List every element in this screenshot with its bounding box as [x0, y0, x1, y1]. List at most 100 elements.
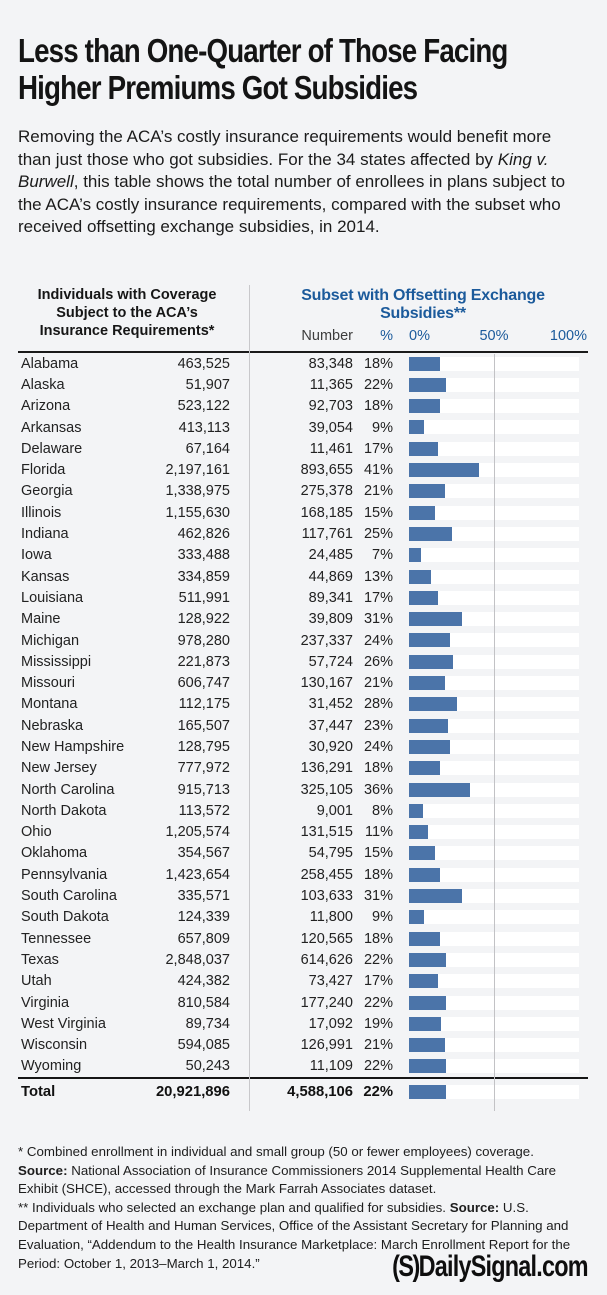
percent-bar [409, 377, 447, 392]
coverage-value: 1,155,630 [165, 504, 230, 521]
subsidy-number: 44,869 [308, 568, 353, 585]
subsidy-number: 126,991 [300, 1037, 353, 1054]
table-row: Utah 424,382 73,427 17% [18, 971, 588, 992]
subsidy-number: 39,054 [308, 419, 353, 436]
subsidy-percent: 21% [363, 675, 393, 692]
state-name: Florida [21, 462, 66, 479]
percent-bar [409, 1059, 447, 1074]
coverage-header-line2: Subject to the ACA’s [56, 305, 198, 321]
table-row: Georgia 1,338,975 275,378 21% [18, 481, 588, 502]
footnote-2-text: ** Individuals who selected an exchange … [18, 1199, 450, 1215]
state-name: Michigan [21, 632, 80, 649]
subsidy-number: 11,800 [309, 909, 353, 926]
subsidy-number: 131,515 [300, 824, 353, 841]
percent-bar [409, 612, 462, 627]
coverage-column-header: Individuals with Coverage Subject to the… [24, 286, 230, 340]
coverage-value: 2,197,161 [165, 462, 230, 479]
table-row: Nebraska 165,507 37,447 23% [18, 715, 588, 736]
state-name: New Hampshire [21, 738, 125, 755]
coverage-value: 335,571 [177, 888, 230, 905]
percent-bar [409, 569, 432, 584]
subsidies-column-header: Subset with Offsetting Exchange Subsidie… [301, 287, 545, 322]
state-name: Texas [21, 951, 59, 968]
state-name: Wyoming [21, 1058, 82, 1075]
total-subsidy-number: 4,588,106 [287, 1083, 353, 1100]
coverage-value: 334,859 [177, 568, 230, 585]
subsidy-percent: 15% [363, 845, 393, 862]
percent-bar [409, 803, 423, 818]
subsidy-percent: 11% [365, 824, 393, 841]
percent-bar [409, 739, 450, 754]
subsidy-number: 11,461 [309, 440, 353, 457]
percent-bar [409, 420, 425, 435]
percent-bar [409, 697, 457, 712]
subsidy-percent: 22% [363, 951, 393, 968]
total-percent-bar [409, 1085, 447, 1100]
footnotes: * Combined enrollment in individual and … [18, 1143, 586, 1273]
coverage-value: 413,113 [178, 419, 230, 436]
subsidy-percent: 7% [372, 547, 393, 564]
percent-bar [409, 995, 447, 1010]
percent-bar [409, 910, 425, 925]
table-row: New Jersey 777,972 136,291 18% [18, 758, 588, 779]
coverage-value: 2,848,037 [165, 951, 230, 968]
subsidy-number: 37,447 [308, 717, 353, 734]
subsidy-number: 325,105 [300, 781, 353, 798]
subsidy-percent: 24% [363, 738, 393, 755]
bar-axis-scale: 0% 50% 100% [409, 327, 587, 344]
subsidy-percent: 9% [372, 419, 393, 436]
subsidy-number: 117,761 [301, 526, 353, 543]
footnote-2-source-label: Source: [449, 1199, 500, 1215]
percent-bar [409, 761, 440, 776]
table-row: Wyoming 50,243 11,109 22% [18, 1056, 588, 1077]
column-divider-line [249, 285, 250, 1112]
fifty-percent-gridline [494, 354, 495, 1112]
percent-bar [409, 505, 435, 520]
percent-bar [409, 867, 440, 882]
state-name: Louisiana [21, 589, 84, 606]
subsidy-percent: 17% [363, 973, 393, 990]
percent-bar [409, 633, 450, 648]
subsidy-number: 9,001 [316, 802, 353, 819]
subsidy-number: 177,240 [300, 994, 353, 1011]
table-row: West Virginia 89,734 17,092 19% [18, 1013, 588, 1034]
footnote-1-source-text: National Association of Insurance Commis… [18, 1162, 557, 1197]
percent-bar [409, 846, 435, 861]
percent-bar [409, 782, 471, 797]
state-name: Arizona [21, 398, 71, 415]
subsidy-percent: 21% [363, 483, 393, 500]
percent-bar [409, 463, 479, 478]
subsidy-number: 92,703 [308, 398, 353, 415]
table-row: North Carolina 915,713 325,105 36% [18, 779, 588, 800]
table-row: New Hampshire 128,795 30,920 24% [18, 736, 588, 757]
subsidy-number: 89,341 [308, 589, 353, 606]
coverage-value: 128,795 [177, 738, 230, 755]
subsidy-percent: 26% [363, 653, 393, 670]
percent-bar [409, 931, 440, 946]
table-row: Alabama 463,525 83,348 18% [18, 353, 588, 374]
state-name: Mississippi [21, 653, 92, 670]
state-name: Wisconsin [21, 1037, 88, 1054]
subsidy-percent: 9% [372, 909, 393, 926]
subsidy-number: 103,633 [300, 888, 353, 905]
coverage-value: 51,907 [185, 376, 230, 393]
intro-case-name: King v. Burwell [18, 149, 549, 192]
coverage-header-line3: Insurance Requirements* [39, 323, 215, 339]
total-subsidy-percent: 22% [363, 1083, 393, 1100]
coverage-value: 594,085 [177, 1037, 230, 1054]
subsidy-number: 24,485 [308, 547, 353, 564]
coverage-header-line1: Individuals with Coverage [37, 287, 217, 303]
subsidy-percent: 18% [363, 760, 393, 777]
state-name: Virginia [21, 994, 70, 1011]
state-name: West Virginia [21, 1015, 106, 1032]
table-row: Illinois 1,155,630 168,185 15% [18, 502, 588, 523]
subsidy-percent: 17% [363, 589, 393, 606]
state-name: Arkansas [21, 419, 82, 436]
axis-tick-50: 50% [479, 328, 509, 344]
percent-bar [409, 548, 421, 563]
subsidy-number: 73,427 [308, 973, 353, 990]
percent-bar [409, 1016, 442, 1031]
percent-bar [409, 1038, 445, 1053]
subsidy-number: 130,167 [300, 675, 353, 692]
percent-bar [409, 654, 454, 669]
